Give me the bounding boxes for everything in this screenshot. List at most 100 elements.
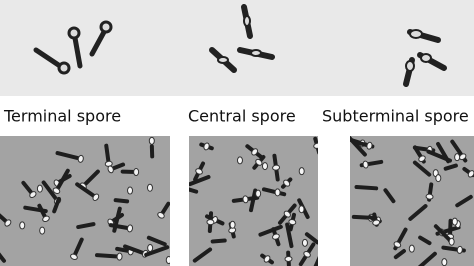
free-spore — [19, 221, 26, 230]
panel-label: Subterminal spore — [322, 107, 469, 126]
drawing-band — [0, 0, 474, 96]
cell — [81, 169, 100, 189]
spore — [255, 158, 263, 166]
cell — [113, 198, 130, 204]
free-spore — [261, 162, 268, 171]
spore — [107, 165, 114, 174]
free-spore — [435, 174, 442, 183]
spore — [272, 233, 280, 240]
free-spore — [148, 136, 155, 145]
spore — [393, 241, 402, 248]
cell — [354, 184, 379, 191]
cell — [76, 222, 96, 230]
spore — [425, 193, 434, 200]
spore — [366, 141, 373, 150]
panel-label: Central spore — [188, 107, 296, 126]
spore — [4, 219, 12, 227]
spore — [242, 195, 249, 204]
micrograph — [0, 136, 170, 266]
cell — [261, 187, 287, 197]
cell — [144, 245, 170, 257]
spore — [284, 255, 293, 262]
cell — [248, 188, 258, 213]
spore — [467, 170, 474, 178]
spore — [195, 168, 203, 175]
panel-label: Terminal spore — [3, 107, 121, 126]
cell — [313, 256, 318, 266]
cell — [418, 235, 432, 246]
spore — [92, 193, 100, 201]
cell — [426, 149, 452, 163]
spore — [372, 219, 381, 226]
free-spore — [39, 226, 46, 235]
free-spore — [165, 256, 170, 265]
cell — [0, 213, 10, 225]
cell — [95, 253, 122, 259]
cell — [443, 163, 458, 171]
free-spore — [147, 243, 154, 252]
spore — [288, 218, 297, 226]
spore — [456, 245, 463, 254]
free-spore — [448, 237, 455, 246]
spore — [42, 215, 50, 223]
free-spore — [255, 189, 262, 198]
free-spore — [454, 153, 461, 162]
cell — [75, 182, 98, 200]
cell — [189, 187, 199, 194]
free-spore — [451, 217, 458, 226]
cell — [304, 232, 318, 245]
free-spore — [298, 205, 305, 214]
spore — [272, 164, 281, 171]
cell — [192, 247, 213, 263]
cell — [112, 206, 122, 233]
free-spore — [441, 258, 448, 266]
cell — [41, 180, 60, 203]
spore — [116, 252, 123, 261]
micrograph-bg — [0, 136, 170, 266]
cell — [433, 224, 454, 244]
spore — [70, 253, 78, 260]
cell — [146, 235, 167, 247]
cell — [393, 249, 406, 260]
spore — [283, 210, 291, 218]
cell — [210, 238, 227, 244]
spore — [283, 179, 291, 187]
spore — [206, 219, 215, 226]
cell — [408, 204, 428, 221]
cell — [123, 244, 148, 256]
free-spore — [408, 244, 415, 253]
free-spore — [298, 167, 305, 176]
micrograph — [189, 136, 318, 266]
spore — [263, 255, 271, 263]
free-spore — [36, 184, 43, 193]
cell — [455, 194, 473, 208]
spore — [251, 148, 259, 156]
cell — [55, 151, 83, 161]
cell — [0, 252, 6, 263]
spore — [126, 224, 134, 233]
micrograph — [350, 136, 474, 266]
spore — [52, 187, 61, 194]
spore — [303, 250, 311, 258]
free-spore — [146, 183, 153, 192]
spore — [29, 191, 37, 199]
cell — [52, 196, 61, 214]
micrographs — [0, 136, 474, 266]
cell — [189, 174, 211, 187]
spore — [313, 142, 318, 149]
spore — [362, 160, 369, 169]
cell — [412, 160, 432, 177]
cell — [54, 168, 70, 193]
spore — [203, 142, 210, 151]
cell — [383, 188, 396, 204]
free-spore — [127, 186, 134, 195]
cell — [71, 237, 84, 259]
spore — [418, 155, 426, 162]
spore — [77, 154, 84, 163]
terminal-drawings — [33, 20, 113, 75]
central-drawings — [209, 4, 275, 73]
cell — [285, 222, 294, 249]
subterminal-drawings — [403, 29, 447, 87]
cell — [23, 205, 48, 214]
